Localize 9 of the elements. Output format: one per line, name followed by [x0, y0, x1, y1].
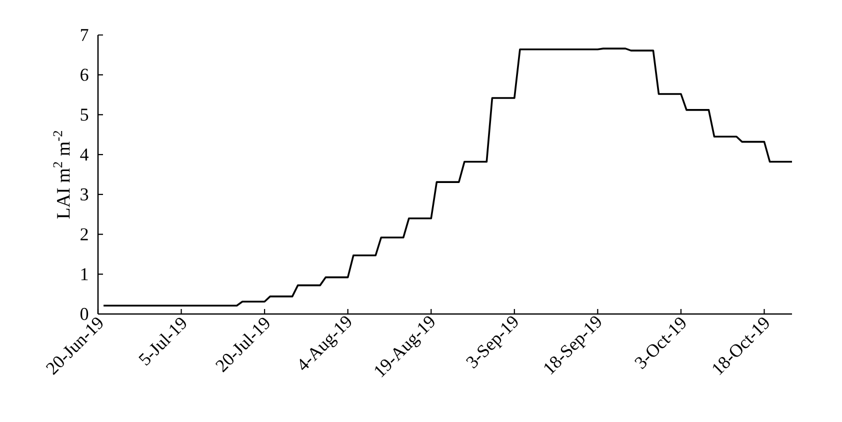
y-tick-label: 4 [80, 148, 89, 160]
y-axis-title: LAI m$^{2}$ m$^{-2}$ [53, 131, 70, 219]
y-tick-label: 3 [80, 188, 88, 200]
y-tick-label: 5 [80, 108, 88, 121]
y-tick-label: 6 [80, 68, 88, 81]
line-series [102, 48, 792, 307]
y-tick-label: 1 [81, 268, 88, 280]
y-tick-label: 7 [80, 29, 88, 41]
y-tick-label: 2 [80, 228, 88, 240]
